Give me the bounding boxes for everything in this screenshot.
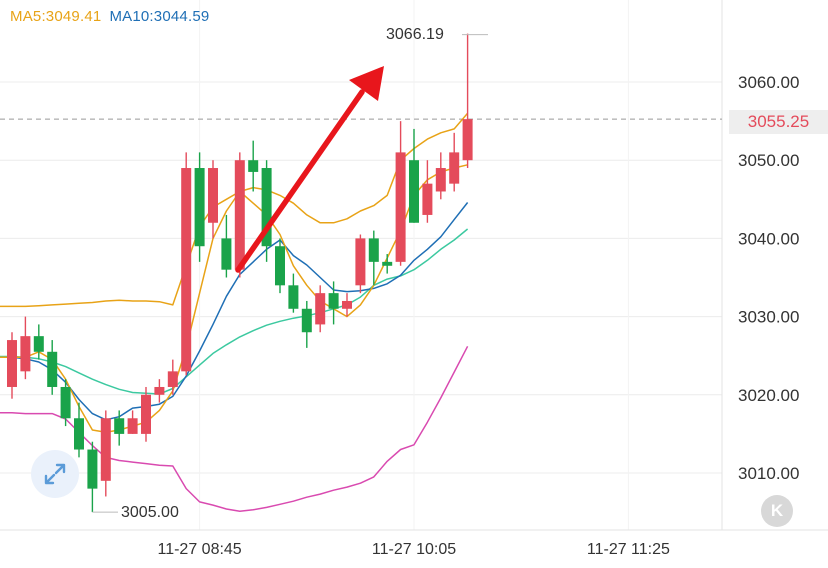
candle-body <box>435 168 446 192</box>
candle-body <box>20 336 31 372</box>
candle-body <box>33 336 44 352</box>
candle-body <box>422 183 433 215</box>
candle-body <box>368 238 379 262</box>
current-price-tag: 3055.25 <box>729 110 828 134</box>
k-line-button[interactable]: K <box>761 495 793 527</box>
expand-arrows-icon <box>44 463 66 485</box>
candle-body <box>167 371 178 387</box>
candle-body <box>221 238 232 270</box>
ma5-line <box>0 164 468 434</box>
low-price-label: 3005.00 <box>121 504 179 521</box>
candle-body <box>114 418 125 434</box>
candle-body <box>74 418 84 450</box>
y-tick-label: 3040.00 <box>738 229 799 248</box>
x-tick-label: 11-27 11:25 <box>587 541 670 558</box>
candle-body <box>87 449 98 489</box>
candle-body <box>154 386 165 395</box>
candle-body <box>248 160 259 172</box>
candle-body <box>141 394 151 434</box>
ma-legend: MA5:3049.41 MA10:3044.59 <box>10 8 217 25</box>
candle-body <box>181 168 192 372</box>
candle-body <box>462 119 473 161</box>
candle-body <box>127 418 138 434</box>
candle-body <box>208 168 218 223</box>
ma5-legend: MA5:3049.41 <box>10 8 102 25</box>
ma-upper-line <box>0 112 469 308</box>
ma10-legend: MA10:3044.59 <box>109 8 210 25</box>
candle-body <box>342 300 352 309</box>
ma10-line <box>0 202 469 421</box>
candle-body <box>47 351 58 387</box>
y-tick-label: 3050.00 <box>738 151 799 170</box>
candle-body <box>409 160 419 223</box>
candle-body <box>315 293 326 325</box>
y-tick-label: 3020.00 <box>738 386 799 405</box>
ma20-line <box>0 228 469 395</box>
candle-body <box>194 168 205 247</box>
candle-body <box>288 285 299 309</box>
candle-body <box>355 238 366 286</box>
trend-arrow-head <box>349 66 384 101</box>
expand-button[interactable] <box>31 450 79 498</box>
x-tick-label: 11-27 08:45 <box>157 541 241 558</box>
candle-body <box>60 386 71 419</box>
candle-body <box>328 293 339 309</box>
candle-body <box>395 152 406 262</box>
candle-body <box>382 261 393 266</box>
x-tick-label: 11-27 10:05 <box>372 541 456 558</box>
candle-body <box>234 160 245 270</box>
y-tick-label: 3060.00 <box>738 73 799 92</box>
high-price-label: 3066.19 <box>386 26 444 43</box>
trend-arrow-shaft <box>235 89 365 273</box>
y-tick-label: 3030.00 <box>738 308 799 327</box>
candle-body <box>261 168 272 247</box>
candle-body <box>449 152 460 184</box>
candle-body <box>100 418 111 481</box>
candle-body <box>301 308 312 333</box>
candle-body <box>7 340 17 387</box>
y-tick-label: 3010.00 <box>738 464 799 483</box>
candle-body <box>275 246 285 286</box>
